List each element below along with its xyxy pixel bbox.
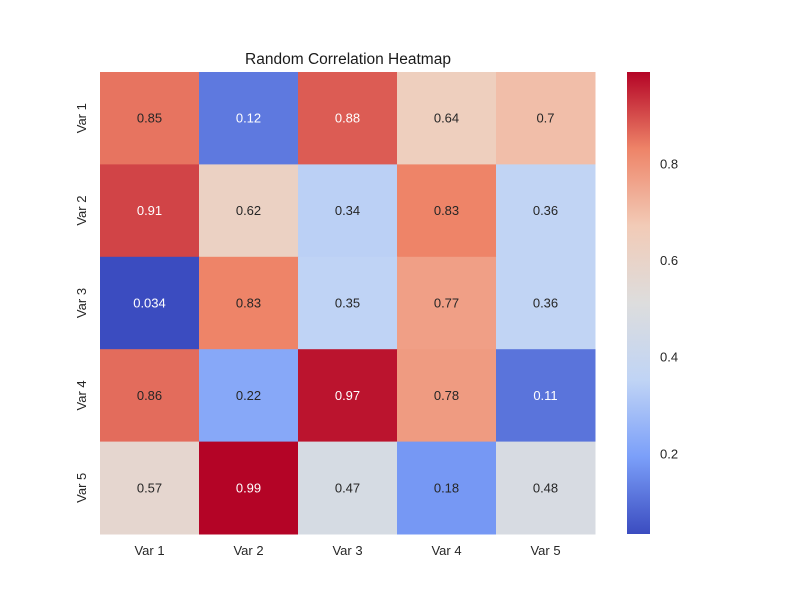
cell-value-label: 0.34 bbox=[335, 203, 360, 218]
heatmap-cell bbox=[397, 256, 497, 350]
cell-value-label: 0.18 bbox=[434, 480, 459, 495]
x-tick-label: Var 5 bbox=[530, 543, 560, 558]
y-tick-label: Var 1 bbox=[74, 103, 89, 133]
cell-value-label: 0.36 bbox=[533, 296, 558, 311]
cell-value-label: 0.64 bbox=[434, 111, 459, 126]
y-tick-label: Var 4 bbox=[74, 380, 89, 410]
x-tick-label: Var 2 bbox=[233, 543, 263, 558]
heatmap-cell bbox=[199, 256, 299, 350]
colorbar-gradient bbox=[627, 72, 650, 534]
cell-value-label: 0.99 bbox=[236, 480, 261, 495]
heatmap-cell bbox=[397, 72, 497, 165]
colorbar-tick-label: 0.2 bbox=[660, 446, 678, 461]
cell-value-label: 0.86 bbox=[137, 388, 162, 403]
heatmap-cell bbox=[298, 164, 398, 258]
cell-value-label: 0.47 bbox=[335, 480, 360, 495]
heatmap-cell bbox=[298, 256, 398, 350]
colorbar-tick-label: 0.4 bbox=[660, 350, 678, 365]
cell-value-label: 0.11 bbox=[533, 388, 557, 403]
cell-value-label: 0.97 bbox=[335, 388, 360, 403]
heatmap-cell bbox=[496, 164, 596, 258]
y-tick-label: Var 2 bbox=[74, 196, 89, 226]
cell-value-label: 0.77 bbox=[434, 296, 459, 311]
y-axis-tick-labels: Var 1 Var 2 Var 3 Var 4 Var 5 bbox=[74, 103, 89, 503]
heatmap-cell bbox=[496, 72, 596, 165]
heatmap-cell bbox=[199, 72, 299, 165]
cell-value-label: 0.48 bbox=[533, 480, 558, 495]
cell-value-label: 0.83 bbox=[434, 203, 459, 218]
heatmap-cell bbox=[199, 349, 299, 443]
heatmap-cell bbox=[199, 164, 299, 258]
cell-value-label: 0.7 bbox=[536, 111, 554, 126]
heatmap-cell bbox=[397, 441, 497, 535]
heatmap-cell bbox=[298, 441, 398, 535]
heatmap-cell bbox=[100, 72, 200, 165]
colorbar-tick-label: 0.8 bbox=[660, 156, 678, 171]
heatmap-cell bbox=[100, 349, 200, 443]
heatmap-cell-labels: 0.85 0.12 0.88 0.64 0.7 0.91 0.62 0.34 0.83 0.36 0… bbox=[133, 111, 558, 496]
cell-value-label: 0.78 bbox=[434, 388, 459, 403]
cell-value-label: 0.12 bbox=[236, 111, 261, 126]
x-axis-tick-labels: Var 1 Var 2 Var 3 Var 4 Var 5 bbox=[134, 543, 560, 558]
heatmap-cell bbox=[199, 441, 299, 535]
cell-value-label: 0.85 bbox=[137, 111, 162, 126]
cell-value-label: 0.88 bbox=[335, 111, 360, 126]
x-tick-label: Var 3 bbox=[332, 543, 362, 558]
heatmap-cell bbox=[496, 441, 596, 535]
heatmap-cell bbox=[496, 349, 596, 443]
cell-value-label: 0.62 bbox=[236, 203, 261, 218]
heatmap-cell bbox=[496, 256, 596, 350]
cell-value-label: 0.57 bbox=[137, 480, 162, 495]
chart-title: Random Correlation Heatmap bbox=[245, 51, 451, 68]
heatmap-cell bbox=[397, 164, 497, 258]
colorbar bbox=[627, 72, 650, 534]
x-tick-label: Var 4 bbox=[431, 543, 461, 558]
colorbar-tick-label: 0.6 bbox=[660, 253, 678, 268]
x-tick-label: Var 1 bbox=[134, 543, 164, 558]
heatmap-cell bbox=[298, 72, 398, 165]
cell-value-label: 0.034 bbox=[133, 296, 166, 311]
heatmap-cell bbox=[100, 164, 200, 258]
cell-value-label: 0.35 bbox=[335, 296, 360, 311]
heatmap-cell bbox=[298, 349, 398, 443]
colorbar-tick-labels: 0.2 0.4 0.6 0.8 bbox=[660, 156, 678, 461]
heatmap-cell bbox=[100, 256, 200, 350]
cell-value-label: 0.83 bbox=[236, 296, 261, 311]
y-tick-label: Var 3 bbox=[74, 288, 89, 318]
heatmap-cell bbox=[397, 349, 497, 443]
y-tick-label: Var 5 bbox=[74, 473, 89, 503]
cell-value-label: 0.91 bbox=[137, 203, 162, 218]
heatmap-cells bbox=[100, 72, 596, 535]
cell-value-label: 0.36 bbox=[533, 203, 558, 218]
heatmap-cell bbox=[100, 441, 200, 535]
cell-value-label: 0.22 bbox=[236, 388, 261, 403]
